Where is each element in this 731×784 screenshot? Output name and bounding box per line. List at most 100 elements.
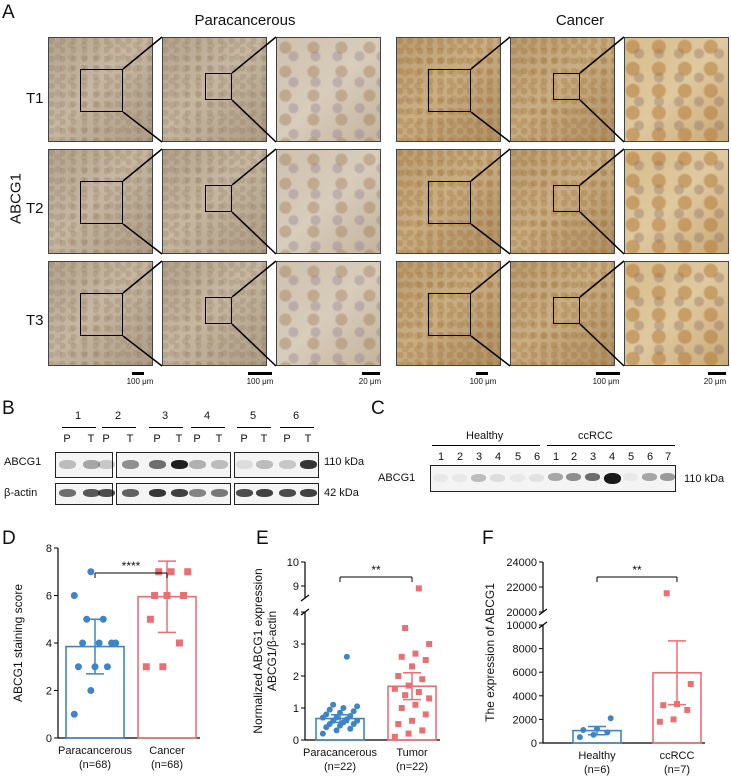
data-point [74,663,82,671]
zoom-connector-line [579,211,625,255]
blot-b-pair-line [280,427,314,428]
data-point [350,708,357,715]
x-category-label: Healthy [578,750,616,762]
x-category-label: Cancer [149,745,185,757]
blot-b-pair-number: 3 [162,410,169,422]
blot-b-pair-number: 6 [293,410,300,422]
blot-b-abcg1-band [236,460,253,469]
zoom-connector-line [579,260,625,298]
zoom-connector-line [122,335,163,367]
zoom-connector-line [579,99,625,143]
blot-b-size-110: 110 kDa [324,456,365,468]
row-label-t3: T3 [26,312,44,329]
data-point [660,702,667,709]
blot-b-abcg1-band [149,460,166,469]
blot-b-actin-band [256,489,273,497]
y-tick-label: 4000 [513,691,537,703]
data-point [146,615,154,623]
blot-b-actin-band [300,489,317,497]
y-tick-label: 6 [46,591,52,603]
scale-bar [708,372,726,375]
blot-b-lane-label: T [175,433,183,445]
scale-bar [248,372,272,375]
blot-b-pair-number: 4 [204,410,211,422]
y-axis-label-2: ABCG1/β-actin [265,611,279,691]
blot-b-abcg1-band [211,460,228,469]
x-category-label: ccRCC [660,750,695,762]
axis-break-mark [300,594,310,602]
blot-b-abcg1-band [189,460,206,469]
significance-label: ** [371,563,381,577]
y-tick-label: 2000 [513,714,537,726]
blot-c-lane-label: 4 [494,451,502,463]
blot-b-lane-label: P [193,433,201,445]
zoom-region-box [205,73,232,100]
data-point [405,730,412,737]
zoom-region-box [553,73,580,100]
data-point [402,625,409,631]
healthy-group-line [432,445,540,446]
blot-c-band [529,474,544,482]
blot-c-band [452,474,467,482]
blot-c-band [604,473,621,484]
blot-b-actin-band [236,489,253,497]
y-tick-label: 9 [293,581,299,593]
data-point [326,706,333,713]
zoom-connector-line [122,223,163,255]
zoom-region-box [428,293,471,336]
blot-b-actin-band [122,489,139,497]
data-point [409,717,415,724]
y-tick-label: 10 [287,557,299,569]
zoom-connector-lines [122,36,625,367]
healthy-group-label: Healthy [466,430,504,442]
blot-b-pair-line [149,427,183,428]
ihc-image-tile [510,261,615,366]
scale-bar [476,372,488,375]
data-point [398,705,405,711]
data-point [580,727,587,734]
x-category-label: Tumor [396,747,428,759]
blot-c-lane-label: 5 [627,451,635,463]
panel-e-letter: E [256,528,269,549]
data-point [409,663,415,670]
scale-bar [596,372,620,375]
blot-b-actin-band [211,489,228,497]
row-label-t1: T1 [26,90,44,107]
blot-b-size-42: 42 kDa [324,487,359,499]
zoom-connector-line [231,36,277,74]
scale-bar [132,372,144,375]
data-point [422,711,429,718]
data-point [167,568,175,576]
paracancerous-header: Paracancerous [194,12,296,29]
blot-b-pair-line [191,427,225,428]
data-point [405,682,412,689]
data-point [426,695,433,702]
blot-b-row-abcg1: ABCG1 [4,456,42,468]
zoom-region-box [80,181,123,224]
ihc-image-tile [162,149,267,254]
y-axis-label: Normalized ABCG1 expression [251,568,265,733]
blot-b-abcg1-band [279,460,296,469]
blot-c-band [585,473,600,481]
data-point [391,733,398,740]
y-tick-label: 2 [293,671,299,683]
blot-b-actin-band [83,489,100,497]
data-point [670,716,677,723]
data-point [79,639,87,647]
data-point [604,729,611,736]
x-sample-size-label: (n=68) [79,759,111,771]
blot-c-lane-label: 6 [533,451,541,463]
data-point [175,639,183,647]
y-tick-label: 24000 [506,557,537,569]
data-point [422,657,429,663]
data-point [419,727,426,734]
ihc-image-tile [624,37,729,142]
y-tick-label: 4 [46,638,52,650]
zoom-connector-line [470,148,511,182]
cancer-header: Cancer [555,12,605,29]
data-point [87,568,95,576]
data-point [415,689,422,695]
blot-b-lane-label: P [153,433,161,445]
blot-c-band [566,473,581,481]
